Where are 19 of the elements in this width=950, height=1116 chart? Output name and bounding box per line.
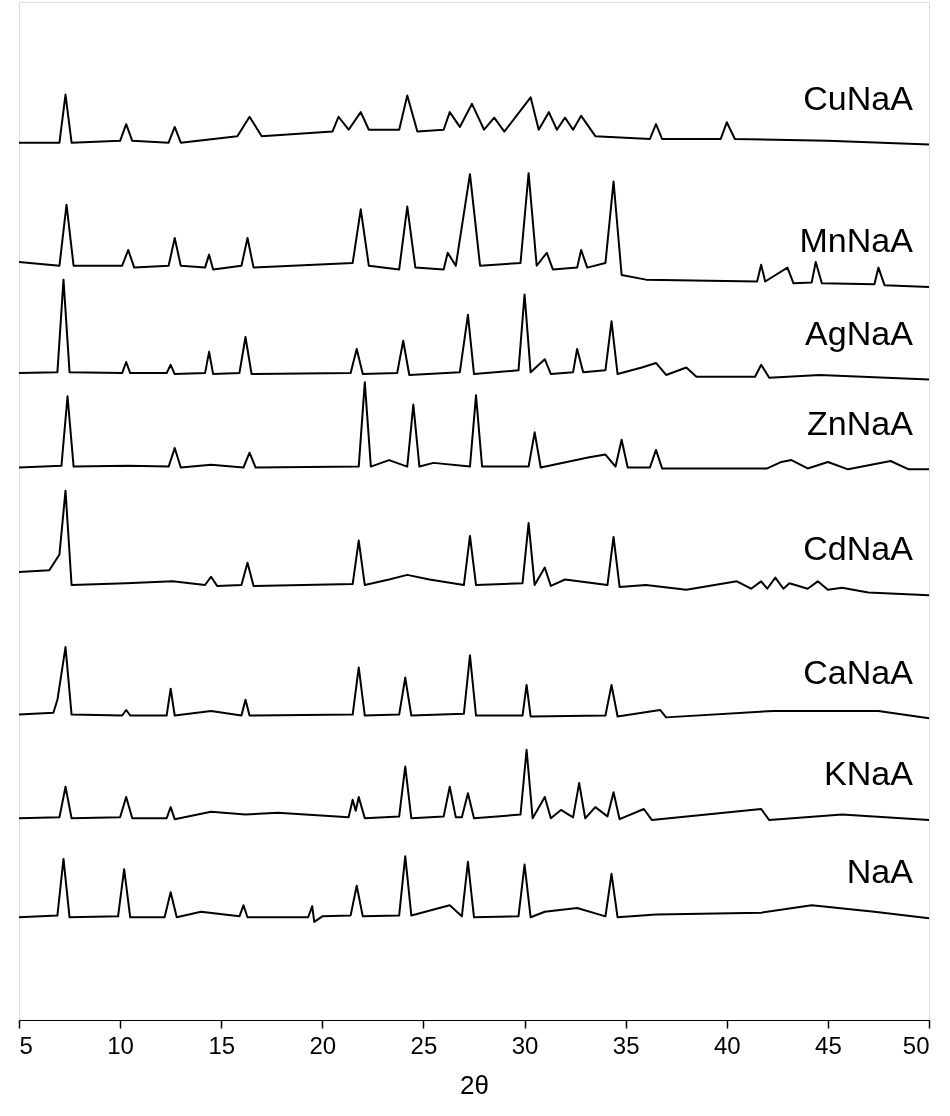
series-label: AgNaA [805, 313, 914, 352]
series-label: MnNaA [799, 221, 914, 260]
x-tick-label: 20 [309, 1031, 337, 1059]
x-tick-label: 40 [713, 1031, 741, 1059]
x-tick-label: 30 [511, 1031, 539, 1059]
series-label: KNaA [823, 754, 914, 793]
series-label: NaA [846, 852, 914, 891]
x-tick-label: 25 [410, 1031, 438, 1059]
x-tick-label: 10 [107, 1031, 134, 1059]
series-label: ZnNaA [806, 403, 914, 442]
x-tick-label: 45 [815, 1031, 842, 1059]
series-label: CaNaA [803, 652, 914, 691]
x-tick-label: 5 [19, 1031, 33, 1059]
x-axis-title: 2θ [460, 1069, 489, 1100]
x-tick-label: 35 [612, 1031, 640, 1059]
x-tick-label: 15 [208, 1031, 236, 1059]
series-label: CdNaA [803, 529, 914, 568]
series-label: CuNaA [803, 78, 914, 117]
x-tick-label: 50 [902, 1031, 930, 1059]
